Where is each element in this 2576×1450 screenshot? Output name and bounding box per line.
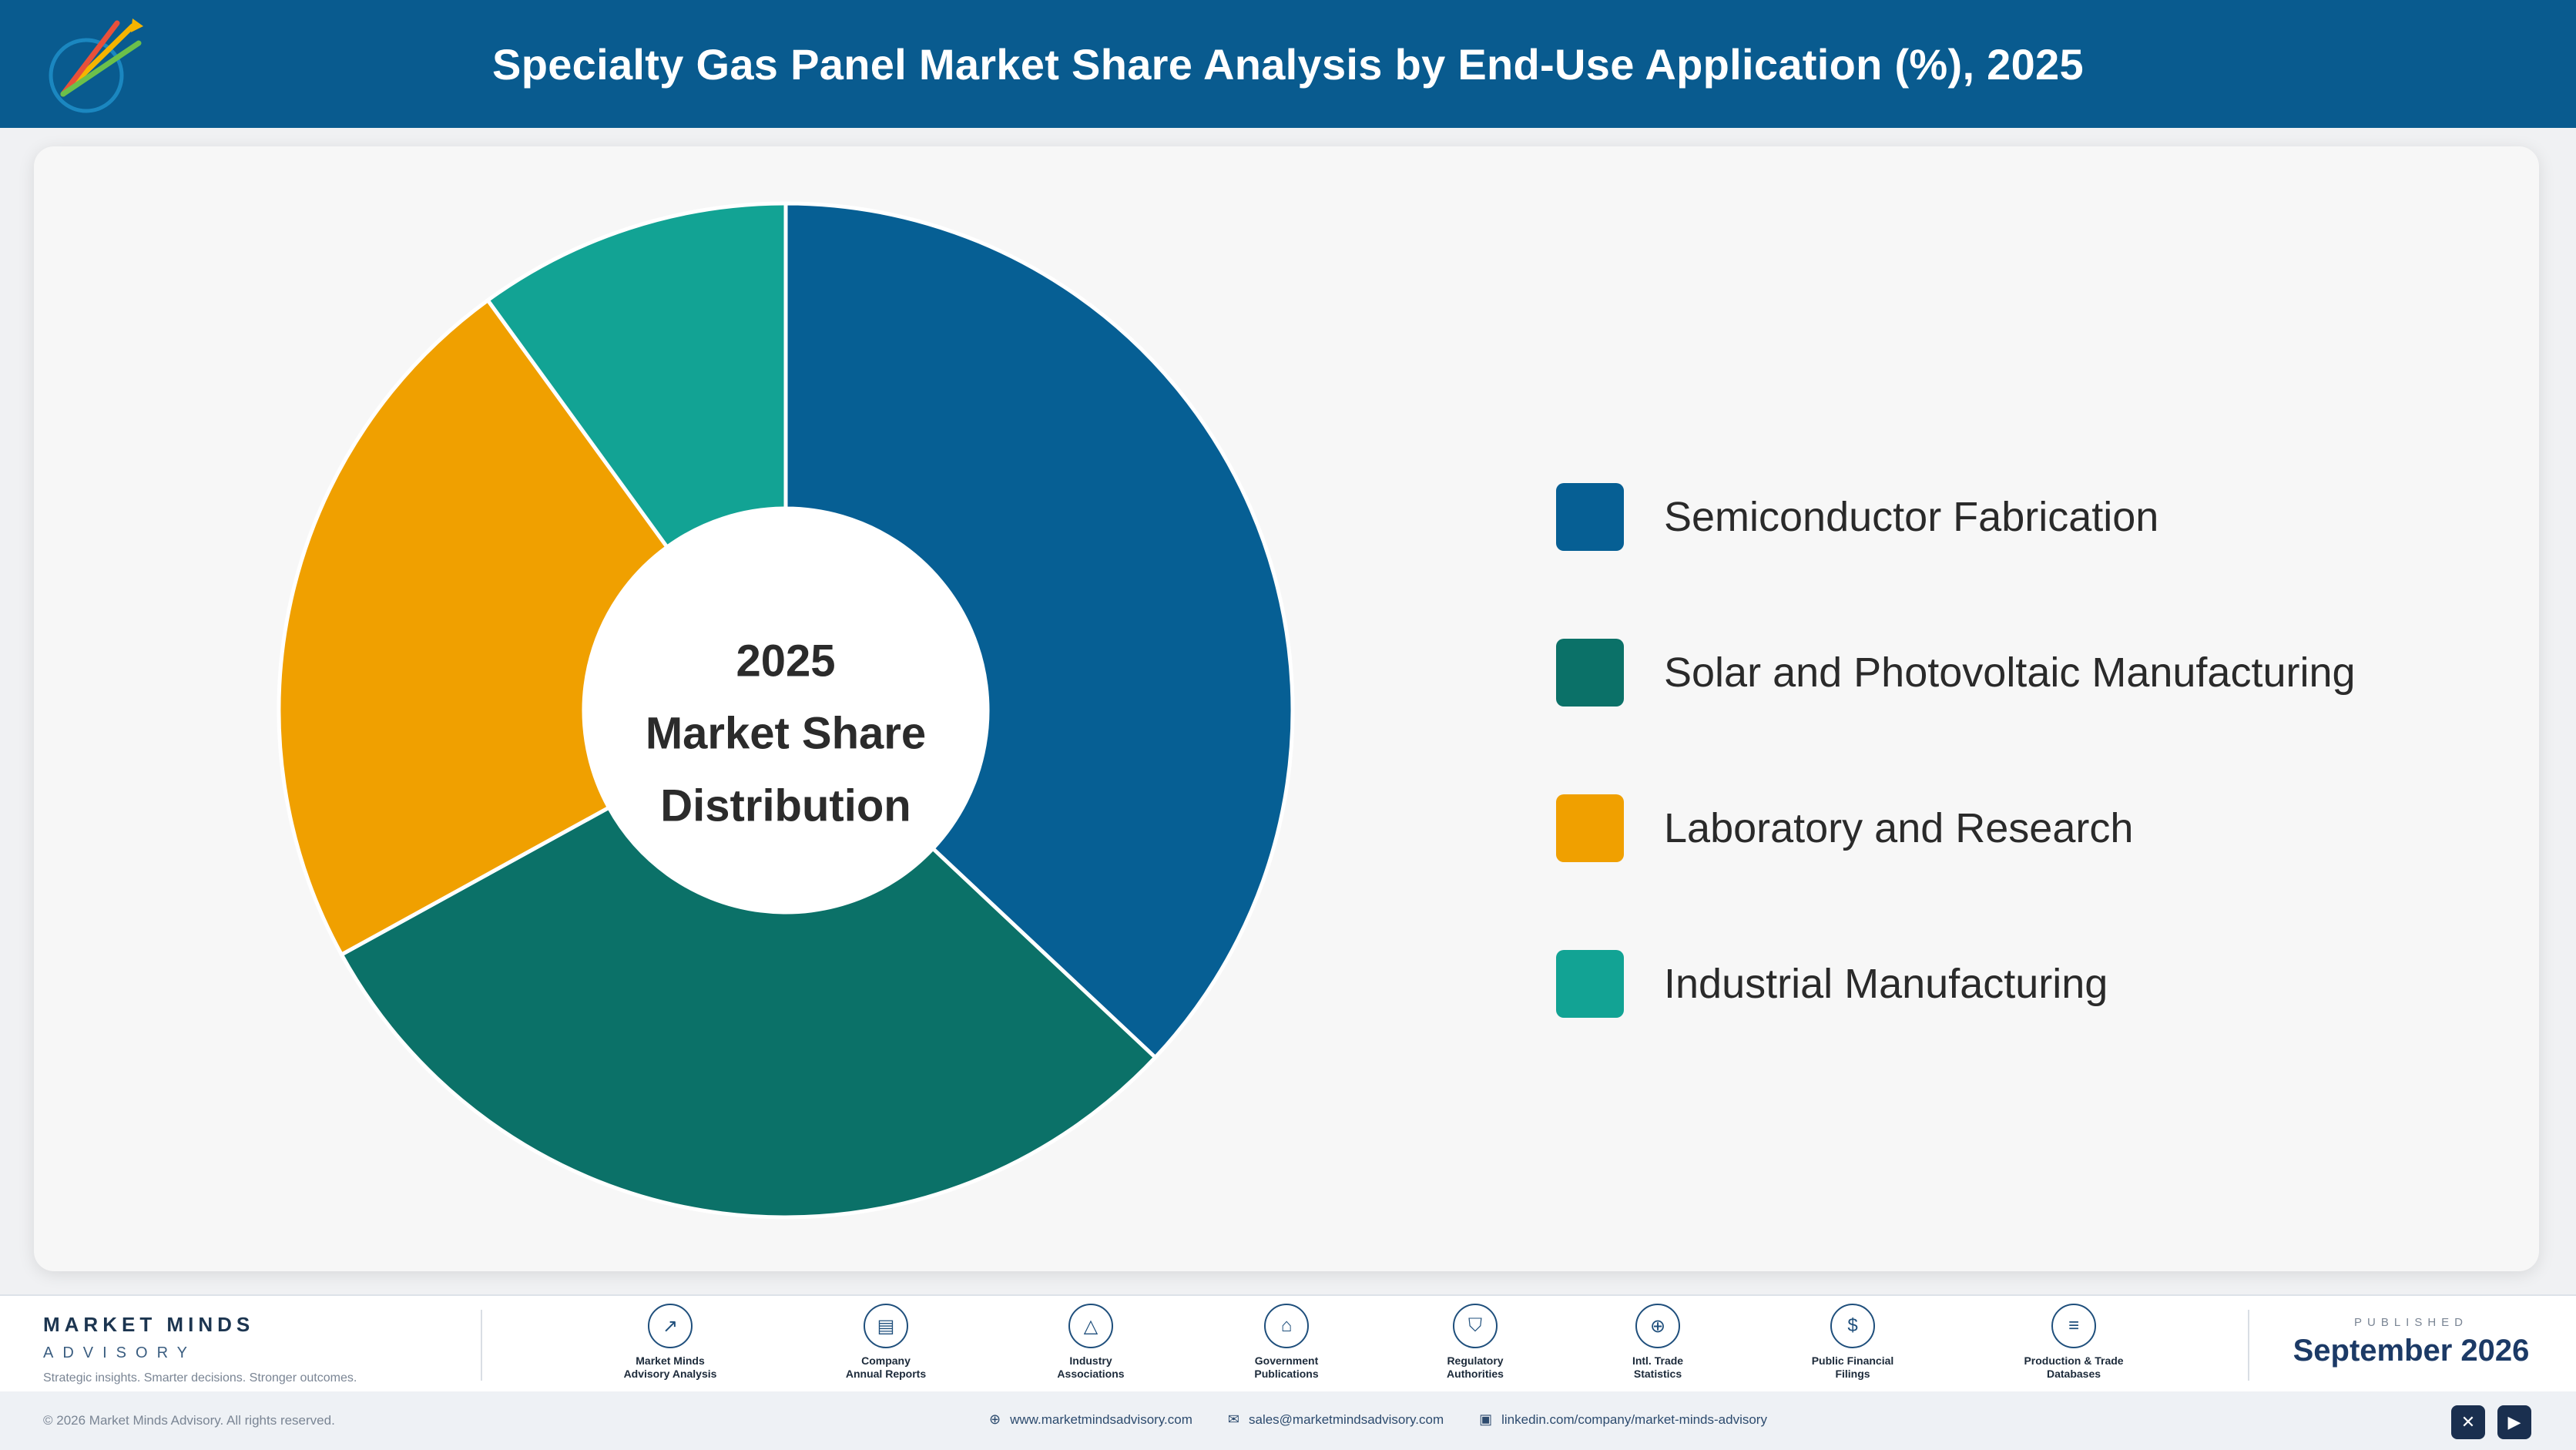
page-title: Specialty Gas Panel Market Share Analysi…	[492, 39, 2084, 89]
legend-swatch	[1556, 950, 1624, 1018]
chart-icon: ↗	[648, 1304, 693, 1348]
source-item: ⊕ Intl. Trade Statistics	[1565, 1304, 1750, 1381]
copyright-text: © 2026 Market Minds Advisory. All rights…	[43, 1413, 335, 1428]
source-label: Intl. Trade Statistics	[1565, 1354, 1750, 1381]
published-label: PUBLISHED	[2353, 1316, 2469, 1329]
donut-hole	[584, 509, 988, 912]
legend-label: Industrial Manufacturing	[1664, 961, 2108, 1007]
linkedin-link[interactable]: ▣ linkedin.com/company/market-minds-advi…	[1479, 1411, 1767, 1428]
source-label-line2: Filings	[1835, 1368, 1870, 1380]
source-label-line2: Statistics	[1633, 1368, 1682, 1380]
legend-item: Industrial Manufacturing	[1556, 906, 2356, 1062]
source-label-line1: Industry	[1069, 1354, 1112, 1367]
source-label: Regulatory Authorities	[1383, 1354, 1568, 1381]
brand-subtitle: ADVISORY	[43, 1344, 196, 1361]
network-icon: △	[1068, 1304, 1113, 1348]
source-label: Market Minds Advisory Analysis	[578, 1354, 763, 1381]
mail-icon: ✉	[1227, 1411, 1239, 1427]
footer-band: MARKET MINDS ADVISORY Strategic insights…	[0, 1294, 2576, 1391]
source-label-line2: Advisory Analysis	[623, 1368, 717, 1380]
company-logo	[49, 18, 143, 113]
website-text: www.marketmindsadvisory.com	[1010, 1411, 1192, 1427]
source-item: ⌂ Government Publications	[1194, 1304, 1379, 1381]
globe-icon: ⊕	[989, 1411, 1001, 1427]
divider	[2248, 1310, 2249, 1381]
legend-label: Laboratory and Research	[1664, 805, 2134, 851]
legend-swatch	[1556, 639, 1624, 707]
email-text: sales@marketmindsadvisory.com	[1248, 1411, 1444, 1427]
source-label-line1: Market Minds	[636, 1354, 705, 1367]
dollar-icon: $	[1830, 1304, 1875, 1348]
center-label-line-3: Distribution	[660, 780, 911, 831]
brand-tagline: Strategic insights. Smarter decisions. S…	[43, 1371, 357, 1385]
legend-item: Semiconductor Fabrication	[1556, 439, 2356, 595]
shield-icon: ⛉	[1453, 1304, 1498, 1348]
brand-block: MARKET MINDS ADVISORY Strategic insights…	[43, 1313, 357, 1385]
source-label-line2: Publications	[1254, 1368, 1319, 1380]
linkedin-icon: ▣	[1479, 1411, 1493, 1427]
legend-item: Laboratory and Research	[1556, 750, 2356, 906]
bottom-bar: © 2026 Market Minds Advisory. All rights…	[0, 1391, 2576, 1450]
published-block: PUBLISHED September 2026	[2257, 1316, 2565, 1368]
youtube-icon: ▶	[2507, 1412, 2521, 1432]
chart-card: 2025 Market Share Distribution Semiconduct…	[34, 146, 2539, 1271]
globe-icon: ⊕	[1635, 1304, 1680, 1348]
source-label: Company Annual Reports	[793, 1354, 978, 1381]
brand-name: MARKET MINDS	[43, 1313, 255, 1336]
x-icon: ✕	[2460, 1412, 2476, 1432]
database-icon: ≡	[2051, 1304, 2096, 1348]
legend-swatch	[1556, 794, 1624, 862]
source-label: Government Publications	[1194, 1354, 1379, 1381]
published-date: September 2026	[2293, 1334, 2530, 1368]
source-item: ≡ Production & Trade Databases	[1981, 1304, 2166, 1381]
source-label-line2: Databases	[2046, 1368, 2101, 1380]
website-link[interactable]: ⊕ www.marketmindsadvisory.com	[989, 1411, 1192, 1428]
data-sources: ↗ Market Minds Advisory Analysis ▤ Company An…	[555, 1296, 2157, 1391]
source-label-line1: Company	[861, 1354, 911, 1367]
legend-label: Semiconductor Fabrication	[1664, 494, 2159, 540]
source-label-line1: Intl. Trade	[1632, 1354, 1684, 1367]
source-label-line1: Government	[1254, 1354, 1319, 1367]
source-item: △ Industry Associations	[998, 1304, 1183, 1381]
source-label-line2: Annual Reports	[845, 1368, 927, 1380]
legend-swatch	[1556, 483, 1624, 551]
source-label-line1: Regulatory	[1447, 1354, 1504, 1367]
chart-legend: Semiconductor Fabrication Solar and Photo…	[1556, 439, 2356, 1062]
building-icon: ⌂	[1264, 1304, 1309, 1348]
source-item: ⛉ Regulatory Authorities	[1383, 1304, 1568, 1381]
source-label-line2: Authorities	[1447, 1368, 1504, 1380]
document-icon: ▤	[864, 1304, 908, 1348]
linkedin-text: linkedin.com/company/market-minds-adviso…	[1501, 1411, 1767, 1427]
source-item: $ Public Financial Filings	[1760, 1304, 1945, 1381]
source-label: Production & Trade Databases	[1981, 1354, 2166, 1381]
legend-label: Solar and Photovoltaic Manufacturing	[1664, 649, 2356, 696]
legend-item: Solar and Photovoltaic Manufacturing	[1556, 595, 2356, 750]
source-label: Public Financial Filings	[1760, 1354, 1945, 1381]
source-label-line1: Production & Trade	[2024, 1354, 2124, 1367]
source-label-line1: Public Financial	[1811, 1354, 1894, 1367]
center-label-line-2: Market Share	[646, 708, 926, 758]
header-bar: Specialty Gas Panel Market Share Analysi…	[0, 0, 2576, 128]
divider	[481, 1310, 482, 1381]
donut-chart: 2025 Market Share Distribution	[277, 201, 1295, 1220]
source-item: ▤ Company Annual Reports	[793, 1304, 978, 1381]
x-social-button[interactable]: ✕	[2451, 1405, 2485, 1439]
source-label-line2: Associations	[1057, 1368, 1125, 1380]
source-item: ↗ Market Minds Advisory Analysis	[578, 1304, 763, 1381]
center-label-line-1: 2025	[736, 636, 835, 686]
email-link[interactable]: ✉ sales@marketmindsadvisory.com	[1228, 1411, 1444, 1428]
source-label: Industry Associations	[998, 1354, 1183, 1381]
contact-links: ⊕ www.marketmindsadvisory.com ✉ sales@ma…	[989, 1411, 1803, 1428]
youtube-social-button[interactable]: ▶	[2497, 1405, 2531, 1439]
